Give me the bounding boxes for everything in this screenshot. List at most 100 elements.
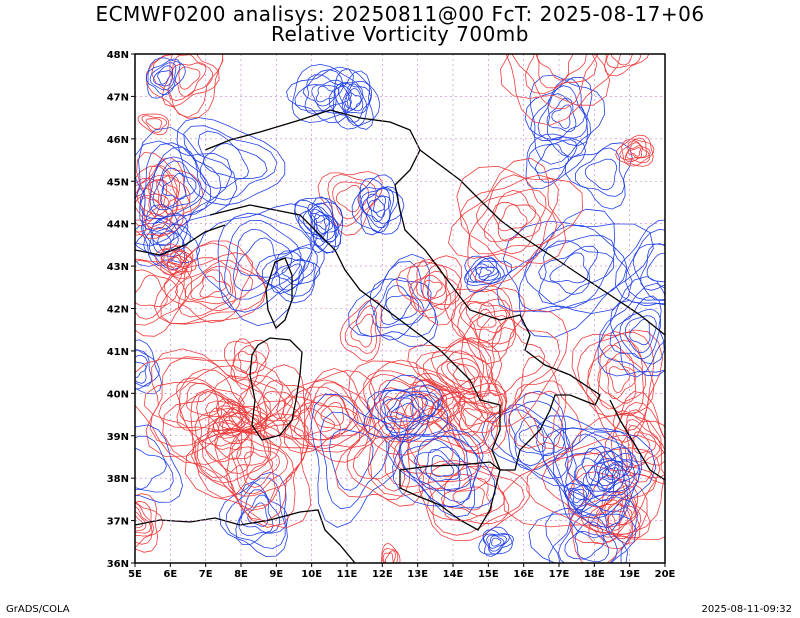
footer-software-label: GrADS/COLA [6,604,70,615]
negative-vorticity-contour [153,65,173,87]
lon-label: 6E [163,569,177,580]
positive-vorticity-contour [630,147,642,157]
positive-vorticity-contour [610,401,665,479]
positive-vorticity-contour [436,350,491,397]
negative-vorticity-contour [140,217,191,266]
positive-vorticity-contour [633,431,651,454]
positive-vorticity-contour [317,171,383,236]
negative-vorticity-contour [527,139,578,183]
positive-vorticity-contour [237,364,313,440]
negative-vorticity-contour [135,424,183,503]
lon-label: 10E [301,569,322,580]
positive-vorticity-contour [178,66,201,90]
negative-vorticity-contour [275,257,315,291]
negative-vorticity-contour [518,425,546,453]
positive-vorticity-contour [135,274,168,308]
positive-vorticity-contour [207,419,243,460]
positive-vorticity-contour [407,337,504,423]
negative-vorticity-contour [425,448,461,482]
positive-vorticity-contour [512,54,599,110]
negative-vorticity-contour [595,457,633,491]
negative-vorticity-contour [157,70,172,85]
positive-vorticity-contour [440,392,503,448]
negative-vorticity-contour [538,240,615,305]
positive-vorticity-contour [184,265,234,305]
positive-vorticity-contour [135,174,178,239]
positive-vorticity-contour [608,366,631,394]
negative-vorticity-contour [247,502,268,527]
negative-vorticity-contour [202,143,249,180]
negative-vorticity-contour [478,267,492,278]
positive-vorticity-contour [177,257,254,318]
lon-label: 11E [337,569,358,580]
negative-vorticity-contour [413,446,461,492]
positive-vorticity-contour [146,54,224,119]
lat-label: 38N [107,474,129,485]
negative-vorticity-contour [304,74,352,115]
negative-vorticity-contour [546,97,577,133]
positive-vorticity-contour [597,351,637,404]
lat-label: 47N [107,92,129,103]
positive-vorticity-contour [508,355,582,450]
lat-label: 41N [107,347,129,358]
positive-vorticity-contour [627,425,657,463]
lat-label: 37N [107,517,129,528]
positive-vorticity-contour [522,390,560,438]
positive-vorticity-contour [409,264,452,310]
positive-vorticity-contour [135,357,284,465]
lon-label: 20E [655,569,676,580]
negative-vorticity-contour [366,385,443,443]
lat-label: 42N [107,305,129,316]
negative-vorticity-contour [598,459,628,487]
negative-vorticity-contour [315,85,336,103]
negative-vorticity-contour [380,393,428,431]
negative-vorticity-contour [261,247,318,297]
negative-vorticity-contour [564,485,590,511]
positive-vorticity-contour [610,54,634,66]
negative-vorticity-contour [490,400,569,480]
negative-vorticity-contour [415,438,472,491]
negative-vorticity-contour [569,488,588,507]
positive-vorticity-contour [352,359,452,442]
footer-timestamp: 2025-08-11-09:32 [701,604,792,615]
positive-vorticity-contour [458,298,511,348]
positive-vorticity-contour [424,279,443,299]
lat-lon-grid [135,54,665,563]
positive-vorticity-contour [442,473,506,522]
positive-vorticity-contour [367,436,401,480]
positive-vorticity-contour [224,412,245,429]
negative-vorticity-contour [564,142,633,210]
negative-vorticity-contour [486,534,507,552]
negative-vorticity-contour [368,195,387,218]
negative-vorticity-contour [313,215,327,230]
negative-vorticity-contour [464,256,505,286]
greece-coastline [609,399,665,481]
positive-vorticity-contour [597,344,647,410]
positive-vorticity-contour [320,401,344,426]
negative-vorticity-contour [385,294,412,321]
negative-vorticity-contour [589,450,640,497]
positive-vorticity-contour [135,259,187,326]
positive-vorticity-contour [469,174,558,255]
negative-vorticity-contour [238,489,281,537]
negative-vorticity-contour [281,263,303,282]
positive-vorticity-contour [151,54,224,118]
negative-vorticity-contour [149,62,177,91]
negative-vorticity-contour [488,535,505,549]
positive-vorticity-contour [160,249,188,275]
lat-label: 43N [107,262,129,273]
negative-vorticity-contour [552,431,629,513]
positive-vorticity-contour [135,179,169,230]
positive-vorticity-contour [604,54,650,77]
negative-vorticity-contour [609,295,665,365]
positive-vorticity-contour [456,165,583,286]
positive-vorticity-contour [475,188,547,255]
negative-vorticity-contour [217,212,313,313]
negative-vorticity-contour [383,388,437,433]
positive-vorticity-contour [384,552,394,563]
negative-vorticity-contour [646,253,665,283]
lon-label: 5E [128,569,142,580]
positive-vorticity-contour [588,479,651,545]
positive-vorticity-contour [259,386,360,453]
negative-vorticity-contour [538,245,599,296]
